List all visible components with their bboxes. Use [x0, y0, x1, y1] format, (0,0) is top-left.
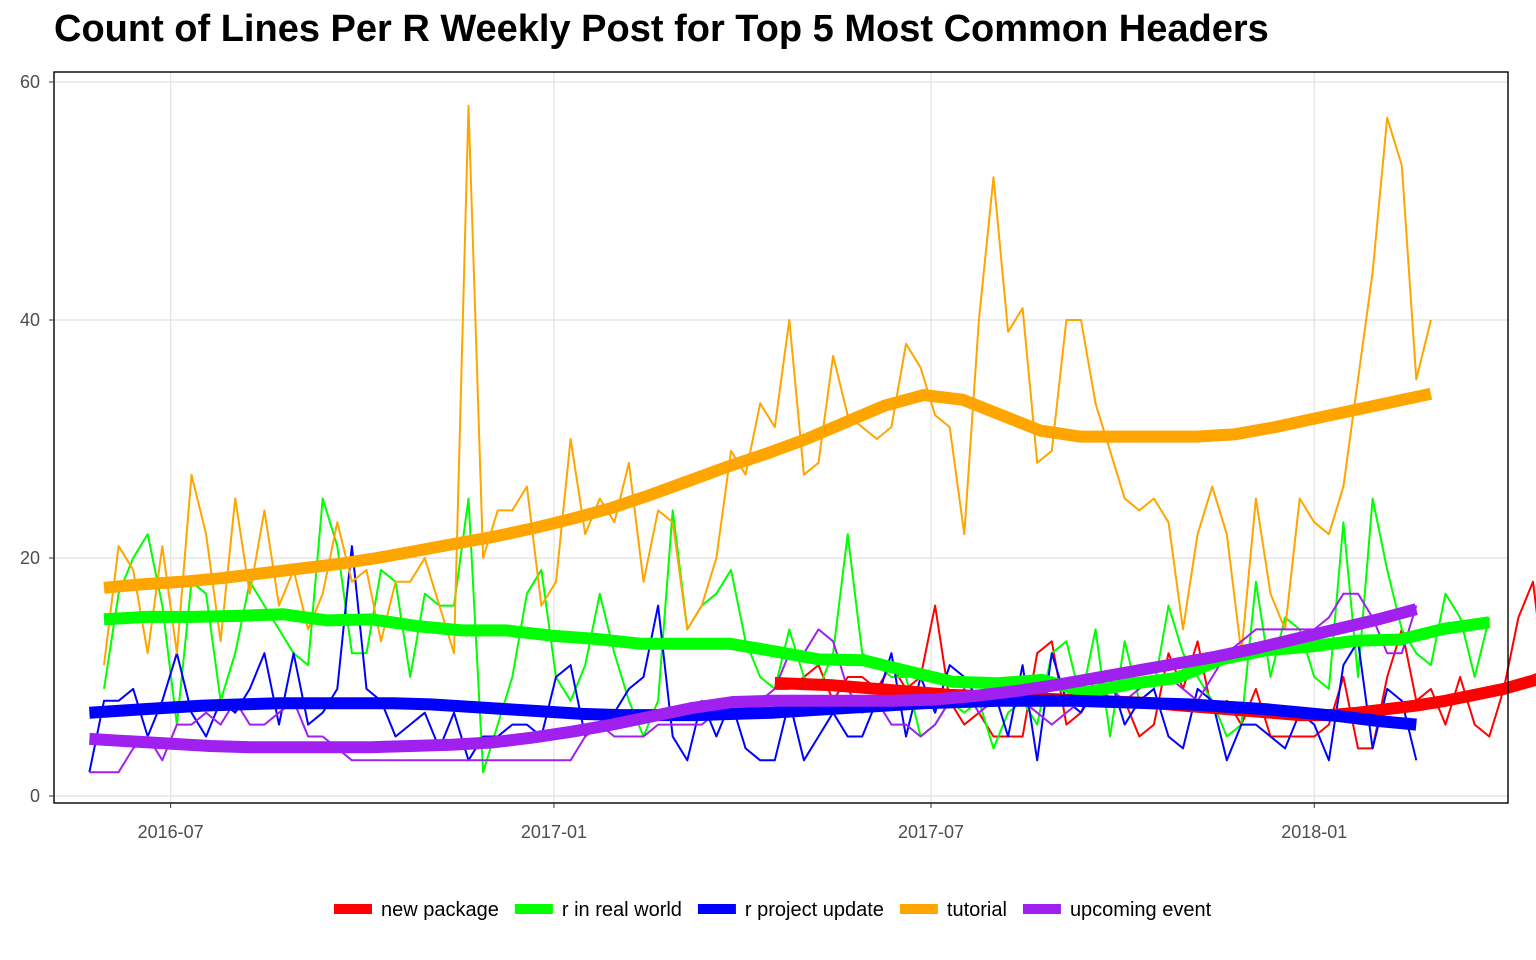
- chart-title: Count of Lines Per R Weekly Post for Top…: [54, 8, 1269, 50]
- smooth-trend-layer: [89, 387, 1536, 754]
- trend-line-tutorial: [103, 387, 1433, 594]
- axis-layer: 0 20 40 60 2016-07 2017-01 2017-07 2018-01: [20, 72, 1347, 842]
- x-tick-label: 2017-07: [898, 822, 964, 842]
- series-line-tutorial: [103, 104, 1432, 666]
- y-tick-label: 40: [20, 310, 40, 330]
- legend-label-new-package: new package: [381, 899, 499, 921]
- legend: new package r in real world r project upda…: [334, 899, 1212, 921]
- plot-panel-border: [53, 71, 1509, 804]
- y-tick-label: 60: [20, 72, 40, 92]
- y-tick-label: 0: [30, 786, 40, 806]
- legend-label-tutorial: tutorial: [947, 899, 1007, 921]
- trend-line-upcoming-event: [89, 603, 1418, 754]
- legend-label-r-project-update: r project update: [745, 899, 884, 921]
- trend-line-r-project-update: [89, 694, 1417, 731]
- legend-label-r-in-real-world: r in real world: [562, 899, 682, 921]
- x-tick-label: 2016-07: [138, 822, 204, 842]
- y-tick-label: 20: [20, 548, 40, 568]
- x-tick-label: 2018-01: [1281, 822, 1347, 842]
- x-tick-label: 2017-01: [521, 822, 587, 842]
- legend-label-upcoming-event: upcoming event: [1070, 899, 1212, 921]
